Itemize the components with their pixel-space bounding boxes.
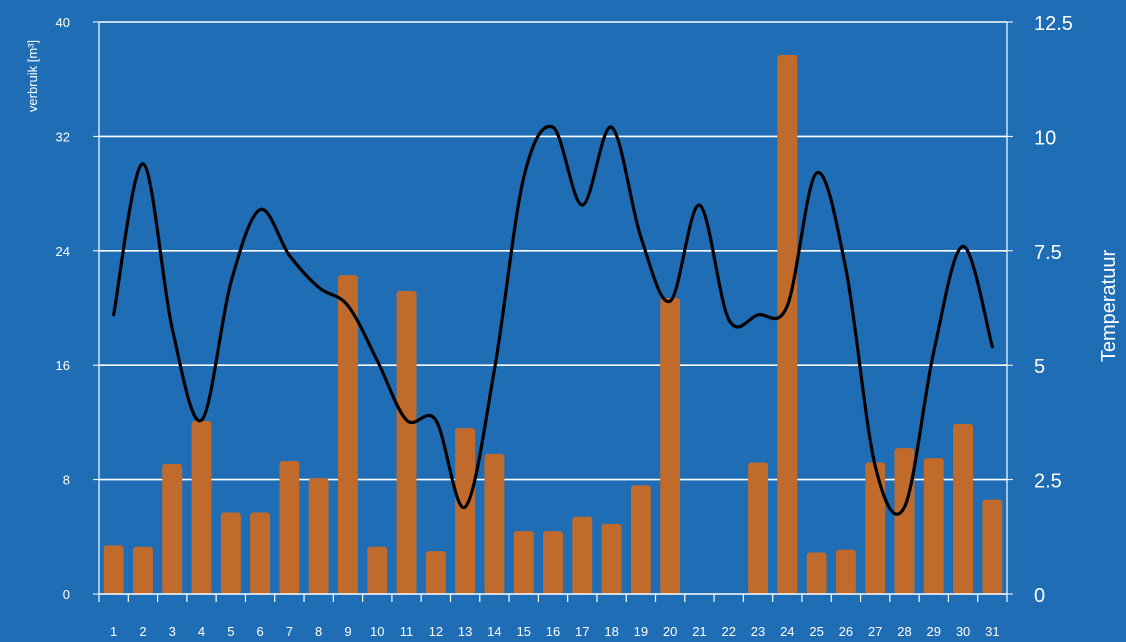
bar-day-13 — [455, 428, 476, 594]
x-tick-label-12: 12 — [429, 624, 443, 639]
bar-day-12 — [425, 551, 446, 594]
x-tick-label-11: 11 — [400, 624, 414, 639]
x-tick-label-19: 19 — [634, 624, 648, 639]
bar-day-29 — [923, 458, 944, 594]
bar-day-30 — [953, 423, 974, 594]
x-tick-label-22: 22 — [722, 624, 736, 639]
bar-series — [103, 54, 1003, 594]
x-tick-label-3: 3 — [169, 624, 176, 639]
x-tick-label-23: 23 — [751, 624, 765, 639]
bar-day-20 — [660, 297, 681, 594]
x-tick-label-24: 24 — [780, 624, 794, 639]
y-tick-label-left: 32 — [56, 129, 70, 144]
x-tick-label-29: 29 — [927, 624, 941, 639]
y-tick-label-left: 16 — [56, 358, 70, 373]
bar-day-15 — [513, 531, 534, 594]
x-tick-label-31: 31 — [985, 624, 999, 639]
bar-day-9 — [338, 275, 358, 594]
x-tick-label-20: 20 — [663, 624, 677, 639]
y-axis-title-right: Temperatuur — [1098, 250, 1120, 363]
x-tick-label-10: 10 — [370, 624, 384, 639]
bar-day-14 — [484, 453, 505, 594]
x-tick-label-4: 4 — [198, 624, 205, 639]
x-tick-label-30: 30 — [956, 624, 970, 639]
y-tick-label-right: 10 — [1034, 127, 1056, 149]
x-tick-label-8: 8 — [315, 624, 322, 639]
y-tick-label-left: 40 — [56, 15, 70, 30]
x-tick-label-26: 26 — [839, 624, 853, 639]
x-tick-label-13: 13 — [458, 624, 472, 639]
bar-day-27 — [865, 462, 886, 594]
bar-day-25 — [806, 552, 827, 594]
y-tick-label-right: 0 — [1034, 585, 1045, 607]
x-tick-label-25: 25 — [809, 624, 823, 639]
bar-day-26 — [835, 549, 856, 594]
y-tick-label-left: 8 — [63, 473, 70, 488]
x-tick-label-7: 7 — [286, 624, 293, 639]
x-tick-label-9: 9 — [344, 624, 351, 639]
temperature-line-series — [112, 124, 994, 516]
y-tick-label-left: 24 — [56, 244, 70, 259]
y-axis-title-left: verbruik [m³] — [25, 40, 40, 112]
y-tick-label-right: 7.5 — [1034, 242, 1062, 264]
bar-day-16 — [543, 531, 563, 594]
bar-day-17 — [572, 516, 593, 594]
x-tick-label-5: 5 — [227, 624, 234, 639]
x-tick-label-15: 15 — [516, 624, 530, 639]
bar-day-1 — [103, 545, 124, 594]
x-tick-label-6: 6 — [256, 624, 263, 639]
x-tick-label-18: 18 — [604, 624, 618, 639]
bar-day-8 — [308, 478, 329, 594]
x-tick-label-14: 14 — [487, 624, 501, 639]
bar-day-18 — [601, 523, 622, 594]
x-tick-label-1: 1 — [110, 624, 117, 639]
bar-day-7 — [279, 461, 300, 594]
x-tick-label-17: 17 — [575, 624, 589, 639]
bar-day-11 — [396, 290, 417, 594]
bar-day-3 — [162, 463, 183, 594]
x-tick-label-2: 2 — [139, 624, 146, 639]
axes — [93, 21, 1013, 602]
bar-day-24 — [777, 54, 798, 594]
gridlines — [99, 21, 1007, 481]
bar-day-4 — [191, 420, 212, 594]
y-tick-label-left: 0 — [63, 587, 70, 602]
x-tick-label-28: 28 — [897, 624, 911, 639]
x-tick-label-21: 21 — [692, 624, 706, 639]
y-tick-label-right: 2.5 — [1034, 471, 1062, 493]
bar-day-2 — [132, 546, 153, 594]
bar-day-6 — [250, 512, 271, 594]
bar-day-28 — [894, 448, 915, 594]
bar-day-19 — [630, 485, 651, 594]
y-tick-label-right: 12.5 — [1034, 13, 1073, 35]
x-tick-label-16: 16 — [546, 624, 560, 639]
bar-day-23 — [748, 462, 768, 594]
y-tick-label-right: 5 — [1034, 356, 1045, 378]
bar-day-31 — [982, 499, 1003, 594]
x-tick-label-27: 27 — [868, 624, 882, 639]
bar-day-5 — [220, 512, 241, 594]
temperature-line — [112, 124, 994, 516]
bar-day-10 — [367, 546, 388, 594]
